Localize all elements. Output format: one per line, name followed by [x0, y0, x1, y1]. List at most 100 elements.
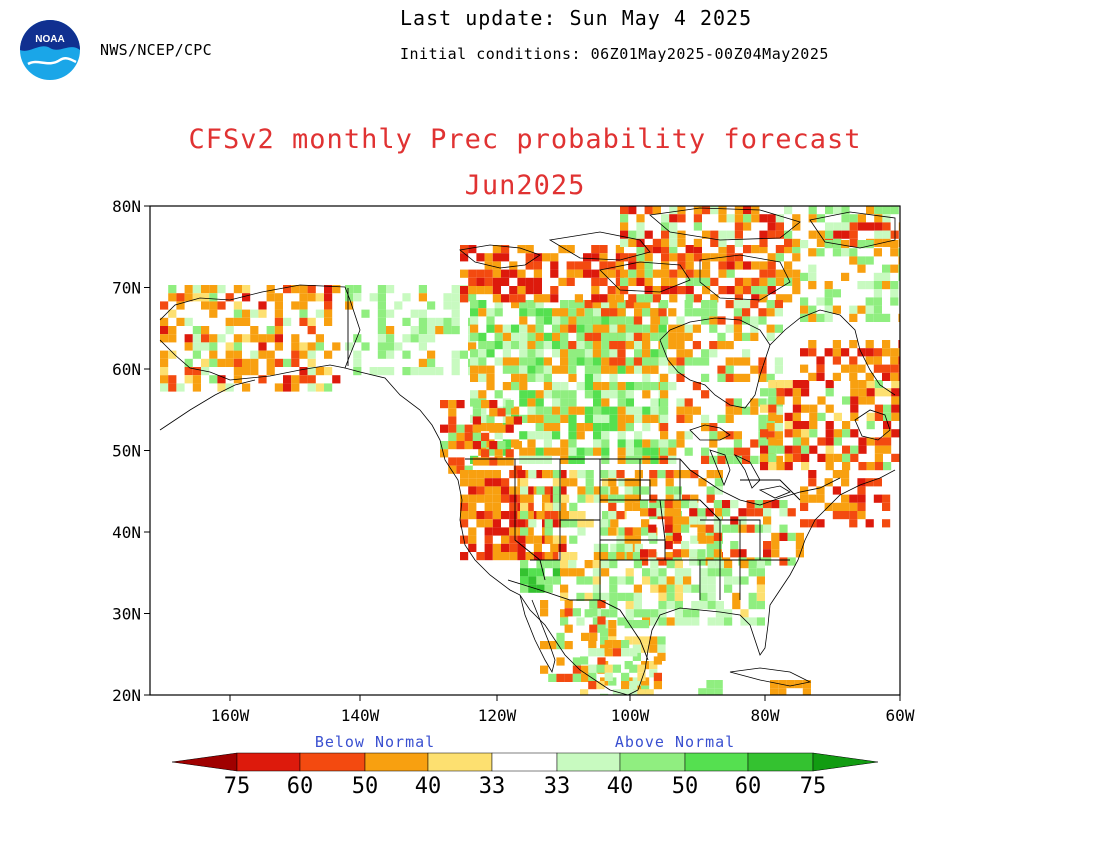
- probability-cell: [624, 620, 633, 629]
- probability-cell: [668, 357, 677, 366]
- probability-cell: [724, 576, 733, 585]
- probability-cell: [758, 308, 767, 317]
- probability-cell: [666, 617, 675, 626]
- probability-cell: [650, 406, 659, 415]
- probability-cell: [866, 222, 875, 231]
- probability-cell: [192, 367, 201, 376]
- probability-cell: [714, 511, 723, 520]
- probability-cell: [476, 494, 485, 503]
- probability-cell: [460, 470, 469, 479]
- probability-cell: [898, 248, 900, 257]
- probability-cell: [636, 294, 645, 303]
- probability-cell: [576, 617, 585, 626]
- probability-cell: [184, 358, 193, 367]
- probability-cell: [184, 367, 193, 376]
- probability-cell: [657, 470, 666, 479]
- probability-cell: [641, 527, 650, 536]
- probability-cell: [824, 305, 833, 314]
- probability-cell: [299, 342, 308, 351]
- probability-cell: [767, 269, 776, 278]
- probability-cell: [609, 332, 618, 341]
- probability-cell: [168, 383, 177, 392]
- probability-cell: [470, 332, 479, 341]
- probability-cell: [519, 398, 528, 407]
- probability-cell: [873, 272, 882, 281]
- probability-cell: [502, 439, 511, 448]
- probability-cell: [274, 309, 283, 318]
- probability-cell: [566, 245, 575, 254]
- probability-cell: [560, 398, 569, 407]
- probability-cell: [597, 657, 606, 666]
- probability-cell: [668, 365, 677, 374]
- probability-cell: [699, 584, 708, 593]
- probability-cell: [217, 301, 226, 310]
- probability-cell: [601, 308, 610, 317]
- probability-cell: [717, 332, 726, 341]
- probability-cell: [824, 348, 833, 357]
- probability-cell: [825, 388, 834, 397]
- probability-cell: [501, 294, 510, 303]
- probability-cell: [792, 437, 801, 446]
- colorbar-segment: [299, 752, 366, 772]
- probability-cell: [642, 382, 651, 391]
- probability-cell: [377, 350, 386, 359]
- probability-cell: [717, 341, 726, 350]
- probability-cell: [684, 447, 693, 456]
- probability-cell: [709, 349, 718, 358]
- probability-cell: [690, 535, 699, 544]
- probability-cell: [448, 416, 457, 425]
- probability-cell: [669, 238, 678, 247]
- probability-cell: [620, 222, 629, 231]
- probability-cell: [816, 519, 825, 528]
- probability-cell: [634, 300, 643, 309]
- probability-cell: [746, 500, 755, 509]
- probability-cell: [873, 364, 882, 373]
- probability-cell: [617, 357, 626, 366]
- probability-cell: [842, 429, 851, 438]
- probability-cell: [184, 285, 193, 294]
- probability-cell: [618, 527, 627, 536]
- probability-cell: [742, 300, 751, 309]
- probability-cell: [509, 552, 518, 561]
- probability-cell: [492, 486, 501, 495]
- probability-cell: [492, 277, 501, 286]
- probability-cell: [552, 431, 561, 440]
- probability-cell: [535, 447, 544, 456]
- probability-cell: [543, 332, 552, 341]
- probability-cell: [615, 245, 624, 254]
- probability-cell: [725, 341, 734, 350]
- probability-cell: [609, 584, 618, 593]
- probability-cell: [742, 406, 751, 415]
- probability-cell: [779, 524, 788, 533]
- probability-cell: [774, 365, 783, 374]
- probability-cell: [502, 341, 511, 350]
- probability-cell: [584, 576, 593, 585]
- probability-cell: [184, 334, 193, 343]
- probability-cell: [890, 356, 899, 365]
- probability-cell: [676, 349, 685, 358]
- probability-cell: [509, 470, 518, 479]
- probability-cell: [184, 293, 193, 302]
- probability-cell: [201, 342, 210, 351]
- probability-cell: [768, 445, 777, 454]
- probability-cell: [713, 524, 722, 533]
- probability-cell: [890, 372, 899, 381]
- probability-cell: [628, 230, 637, 239]
- colorbar-arrow-below: [171, 752, 238, 772]
- probability-cell: [353, 350, 362, 359]
- probability-cell: [730, 549, 739, 558]
- probability-cell: [544, 584, 553, 593]
- probability-cell: [468, 502, 477, 511]
- probability-cell: [743, 206, 752, 215]
- probability-cell: [209, 375, 218, 384]
- probability-cell: [825, 230, 834, 239]
- probability-cell: [283, 285, 292, 294]
- probability-cell: [637, 689, 646, 695]
- probability-cell: [192, 342, 201, 351]
- probability-cell: [634, 308, 643, 317]
- probability-cell: [509, 502, 518, 511]
- probability-cell: [629, 664, 638, 673]
- probability-cell: [492, 502, 501, 511]
- probability-cell: [850, 388, 859, 397]
- probability-cell: [766, 373, 775, 382]
